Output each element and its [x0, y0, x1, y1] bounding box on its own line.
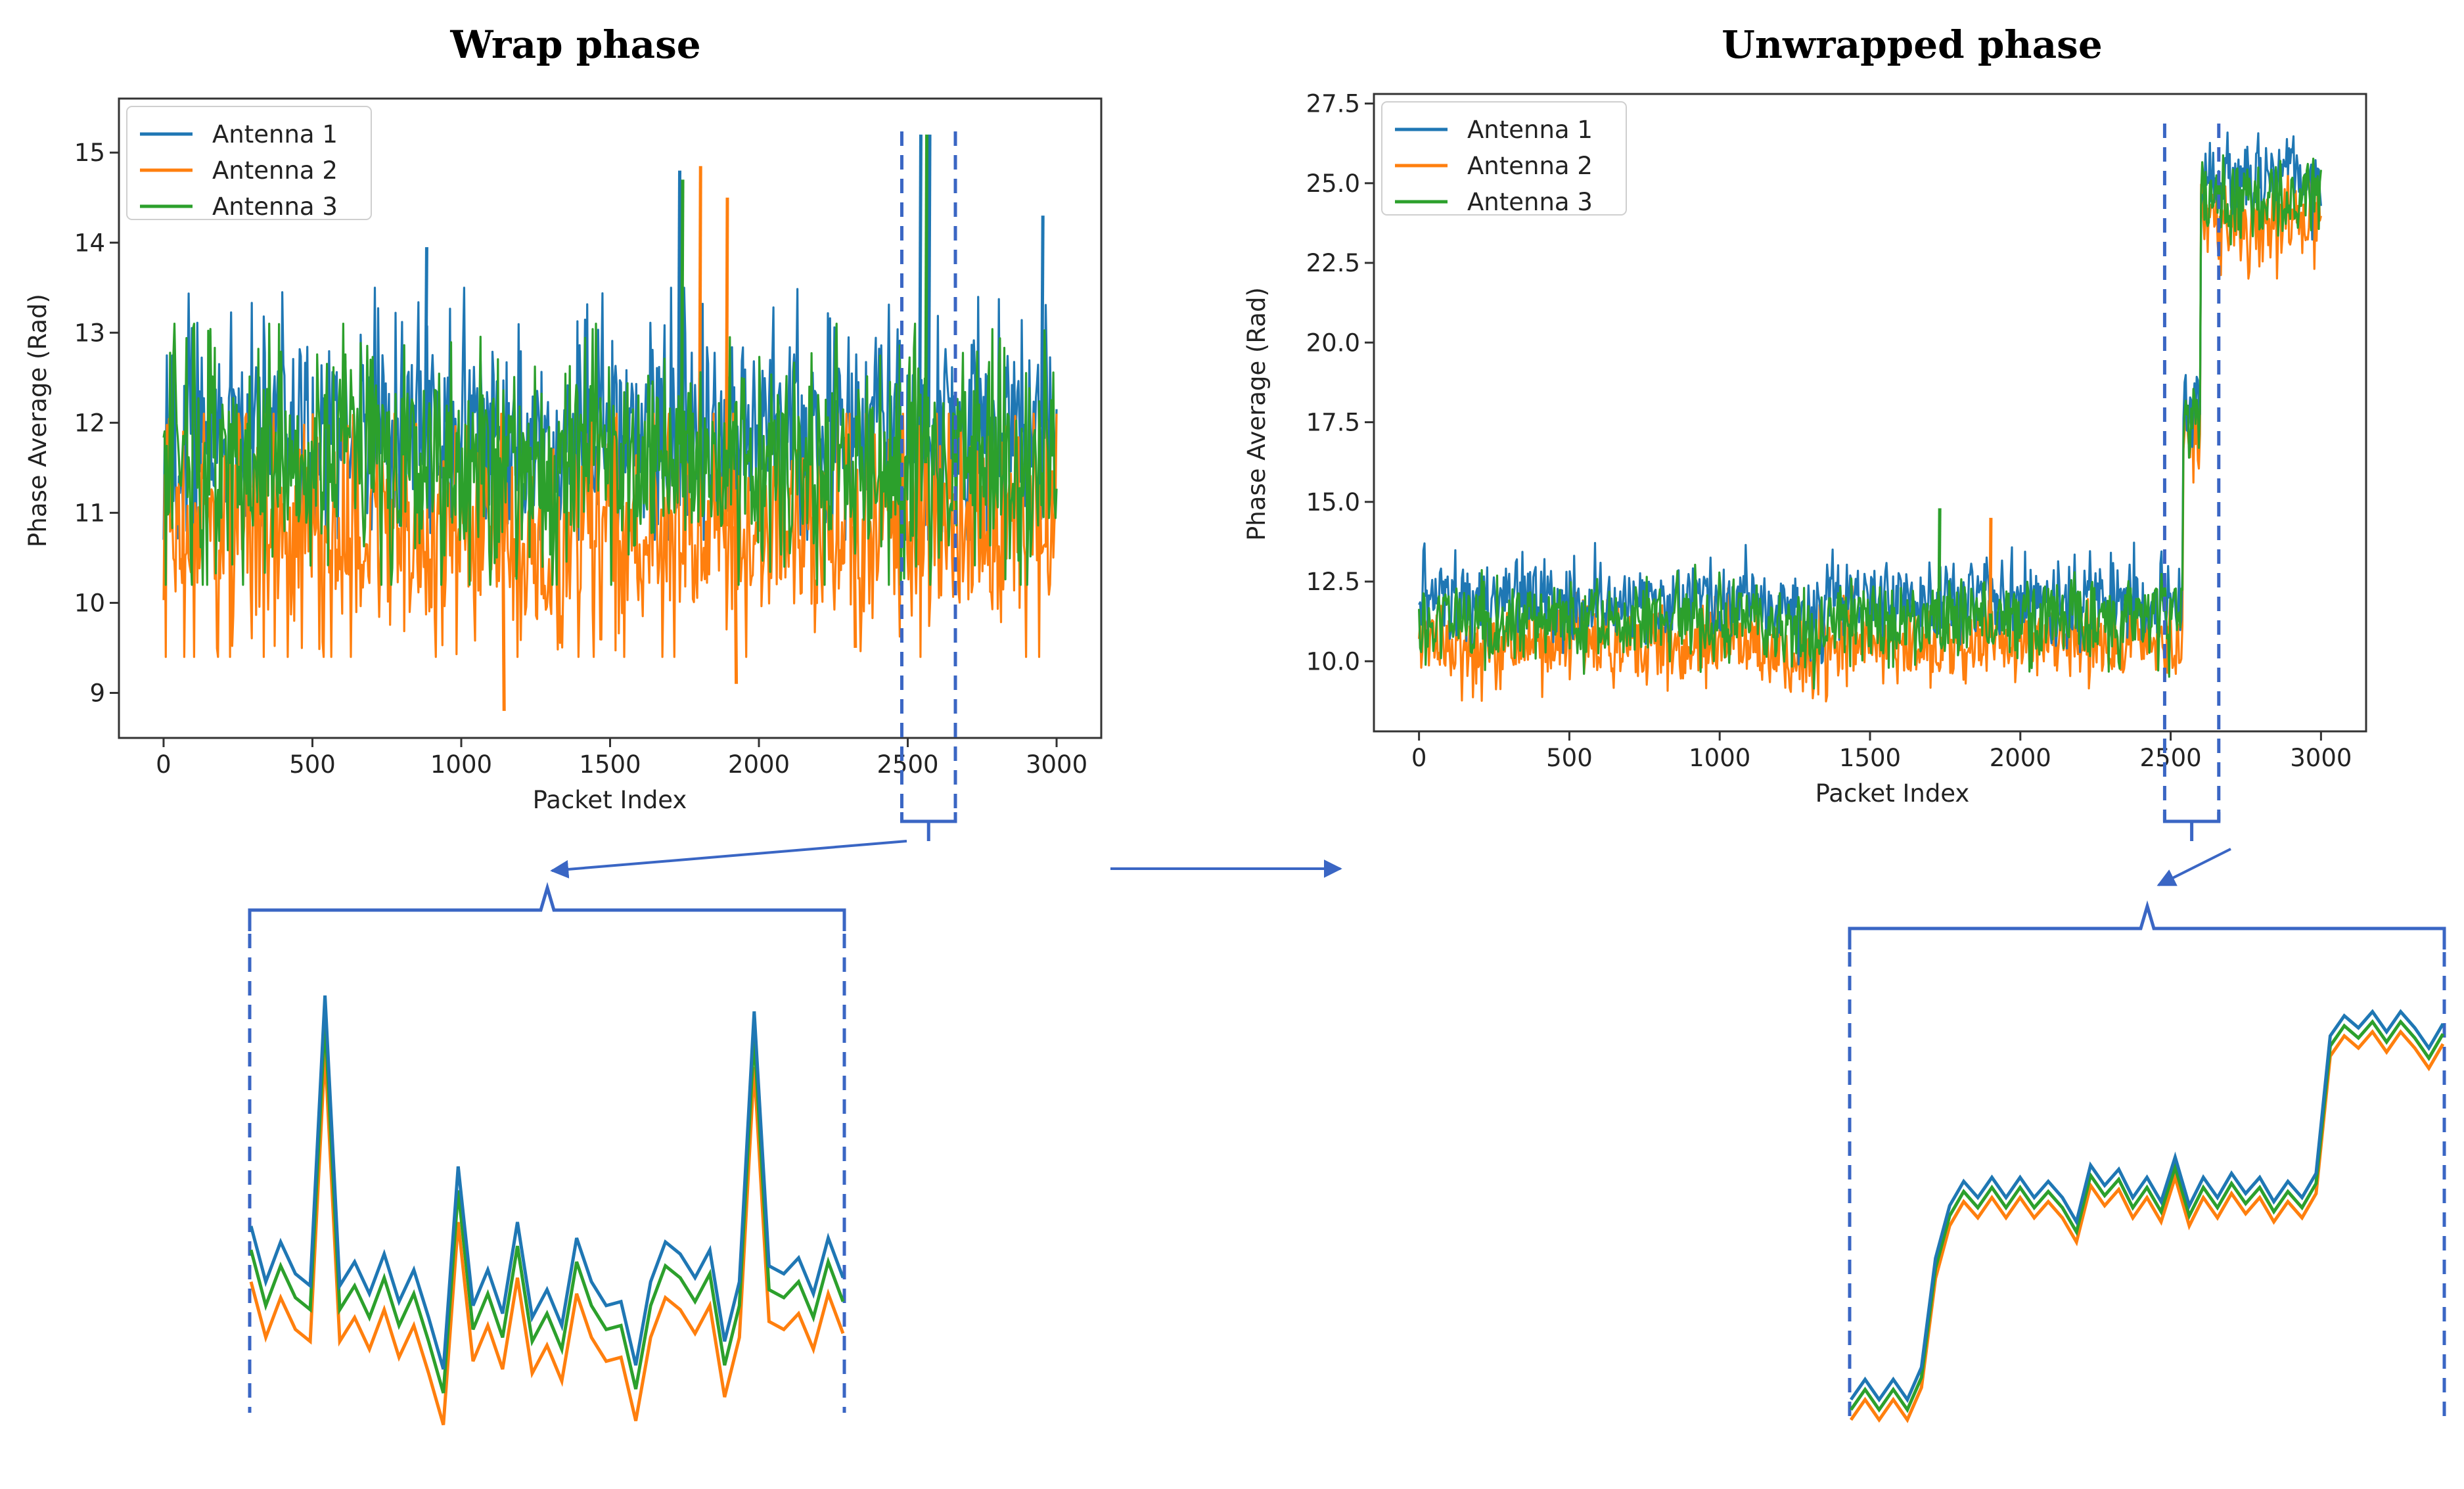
- plot-area: [1418, 131, 2322, 702]
- spike-antenna-1: [424, 247, 428, 428]
- y-tick-label: 12.5: [1306, 568, 1360, 596]
- spike-antenna-2: [501, 526, 506, 711]
- x-tick-label: 1000: [430, 750, 492, 779]
- inset-bracket: [248, 882, 846, 931]
- chart-title: Wrap phase: [449, 22, 700, 67]
- legend: Antenna 1 Antenna 2 Antenna 3: [1381, 101, 1627, 216]
- legend-label-antenna-2: Antenna 2: [212, 156, 338, 185]
- spike-antenna-2: [1988, 518, 1993, 614]
- x-tick-label: 1500: [1839, 744, 1901, 772]
- y-axis-label: Phase Average (Rad): [1243, 287, 1271, 541]
- x-tick-label: 3000: [2290, 744, 2352, 772]
- spike-antenna-3: [679, 179, 685, 464]
- spike-antenna-3: [924, 134, 929, 464]
- y-tick-label: 12: [74, 409, 105, 437]
- arrow-to-wrap-zoom: [550, 840, 907, 879]
- legend: Antenna 1 Antenna 2 Antenna 3: [126, 106, 372, 221]
- legend-label-antenna-3: Antenna 3: [1467, 188, 1593, 216]
- legend-label-antenna-1: Antenna 1: [1467, 116, 1593, 144]
- y-tick-label: 9: [89, 679, 105, 707]
- plot-area: [162, 134, 1058, 711]
- legend-label-antenna-3: Antenna 3: [212, 193, 338, 221]
- x-ticks: 0 500 1000 1500 2000 2500 3000: [156, 738, 1087, 779]
- y-tick-label: 22.5: [1306, 249, 1360, 277]
- y-ticks: 10.0 12.5 15.0 17.5 20.0 22.5 25.0 27.5: [1306, 90, 1374, 676]
- x-tick-label: 2000: [728, 750, 790, 779]
- inset-line-antenna-1: [249, 995, 845, 1370]
- legend-label-antenna-1: Antenna 1: [212, 120, 338, 149]
- y-tick-label: 15: [74, 139, 105, 167]
- inset-line-antenna-1: [1849, 1009, 2445, 1404]
- x-tick-label: 2000: [1990, 744, 2051, 772]
- spike-antenna-3: [1937, 508, 1942, 591]
- y-tick-label: 27.5: [1306, 90, 1360, 118]
- unwrap-zoom-inset: [1848, 900, 2446, 1423]
- inset-line-antenna-2: [1849, 1029, 2445, 1423]
- spike-antenna-2: [733, 526, 739, 684]
- y-ticks: 9 10 11 12 13 14 15: [74, 139, 119, 707]
- x-tick-label: 500: [289, 750, 336, 779]
- wrap-phase-chart: Wrap phase 0 500 1000 1500 2000 2500 3000 9 10 1…: [24, 22, 1103, 814]
- y-tick-label: 10: [74, 589, 105, 617]
- inset-line-antenna-2: [249, 1051, 845, 1426]
- x-tick-label: 3000: [1026, 750, 1087, 779]
- x-tick-label: 500: [1546, 744, 1593, 772]
- series-line-antenna-3: [162, 323, 1058, 586]
- spike-antenna-1: [677, 170, 682, 428]
- y-tick-label: 20.0: [1306, 329, 1360, 357]
- y-tick-label: 25.0: [1306, 170, 1360, 198]
- x-tick-label: 0: [1411, 744, 1427, 772]
- zoom-window-bracket: [2162, 812, 2221, 823]
- series-line-antenna-3: [1418, 154, 2322, 690]
- arrow-to-unwrap-zoom: [2156, 848, 2231, 886]
- y-tick-label: 11: [74, 499, 105, 527]
- x-ticks: 0 500 1000 1500 2000 2500 3000: [1411, 731, 2352, 772]
- y-tick-label: 13: [74, 319, 105, 347]
- chart-title: Unwrapped phase: [1722, 22, 2102, 67]
- y-axis-label: Phase Average (Rad): [24, 294, 52, 547]
- inset-bracket: [1848, 900, 2446, 950]
- x-tick-label: 1500: [579, 750, 641, 779]
- x-axis-label: Packet Index: [533, 786, 687, 814]
- x-tick-label: 0: [156, 750, 171, 779]
- x-tick-label: 2500: [2139, 744, 2201, 772]
- x-axis-label: Packet Index: [1815, 779, 1970, 808]
- unwrapped-phase-chart: Unwrapped phase 0 500 1000 1500 2000 2500 3000…: [1243, 22, 2367, 808]
- y-tick-label: 15.0: [1306, 488, 1360, 516]
- zoom-window-bracket: [900, 812, 957, 823]
- spike-antenna-1: [1039, 216, 1045, 428]
- inset-line-antenna-3: [1849, 1019, 2445, 1413]
- y-tick-label: 17.5: [1306, 409, 1360, 437]
- y-tick-label: 14: [74, 229, 105, 257]
- spike-antenna-1: [926, 134, 932, 428]
- zoom-annotations: [550, 124, 2231, 886]
- x-tick-label: 2500: [877, 750, 938, 779]
- legend-label-antenna-2: Antenna 2: [1467, 152, 1593, 180]
- x-tick-label: 1000: [1689, 744, 1750, 772]
- y-tick-label: 10.0: [1306, 647, 1360, 676]
- wrap-zoom-inset: [248, 882, 846, 1426]
- spike-antenna-1: [918, 134, 923, 428]
